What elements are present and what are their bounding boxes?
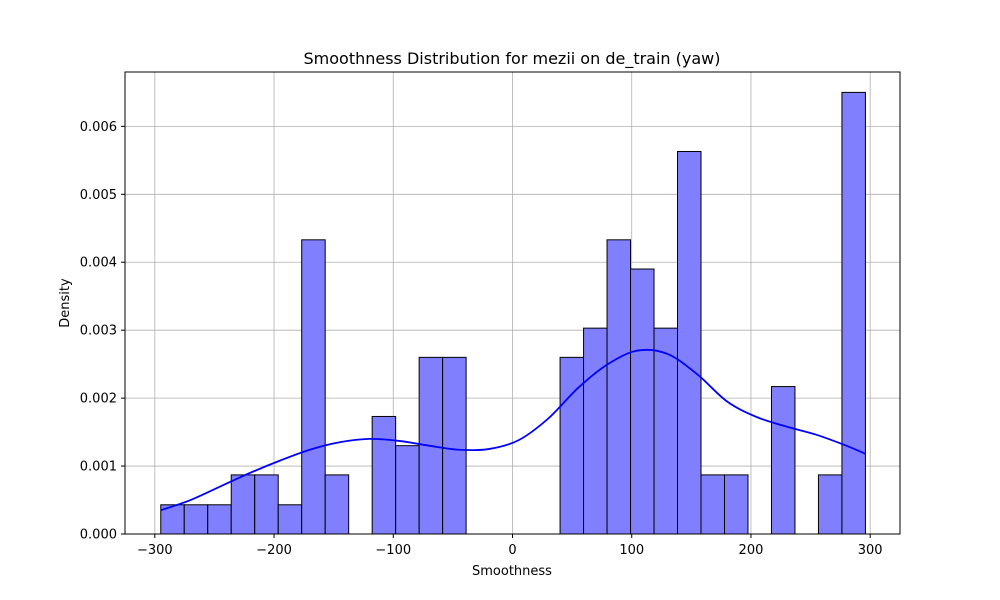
x-axis-ticks: −300 −200 −100 0 100 200 300 (137, 534, 883, 558)
y-tick-label: 0.004 (80, 256, 117, 271)
y-tick-label: 0.002 (80, 392, 117, 407)
histogram-bar (817, 474, 843, 535)
kde-curve (160, 348, 866, 512)
x-tick-label: 100 (619, 543, 644, 558)
y-tick-label: 0.001 (80, 460, 117, 475)
x-tick-label: 0 (508, 543, 516, 558)
y-axis-title: Density (58, 278, 73, 328)
x-tick-label: −100 (375, 543, 411, 558)
histogram-bar (230, 474, 256, 535)
histogram-bar (700, 474, 725, 535)
histogram-bar (677, 150, 702, 535)
histogram-bar (324, 474, 350, 535)
histogram-bar (254, 474, 279, 535)
histogram-bar (606, 239, 632, 535)
histogram-bar (207, 504, 232, 535)
y-tick-label: 0.003 (80, 324, 117, 339)
histogram-bar (395, 445, 420, 535)
y-tick-label: 0.005 (80, 188, 117, 203)
x-tick-label: 300 (858, 543, 883, 558)
histogram-bar (653, 327, 679, 535)
histogram-bar (183, 504, 209, 535)
histogram-bar (630, 268, 655, 535)
x-tick-label: 200 (739, 543, 764, 558)
histogram-bar (583, 327, 608, 535)
y-axis-ticks: 0.000 0.001 0.002 0.003 0.004 0.005 0.006 (80, 120, 125, 543)
x-tick-label: −300 (137, 543, 173, 558)
chart-title: Smoothness Distribution for mezii on de_… (304, 49, 721, 69)
histogram-bar (841, 91, 866, 535)
histogram-bar (277, 504, 303, 535)
histogram-bar (723, 474, 749, 535)
y-tick-label: 0.000 (80, 528, 117, 543)
y-tick-label: 0.006 (80, 120, 117, 135)
x-tick-label: −200 (256, 543, 292, 558)
histogram-bar (371, 415, 397, 535)
histogram-bar (301, 239, 326, 535)
histogram-bar (559, 356, 585, 535)
histogram-bar (442, 356, 467, 535)
histogram-bar (770, 386, 796, 535)
histogram-bars (160, 91, 866, 535)
x-axis-title: Smoothness (472, 564, 552, 579)
